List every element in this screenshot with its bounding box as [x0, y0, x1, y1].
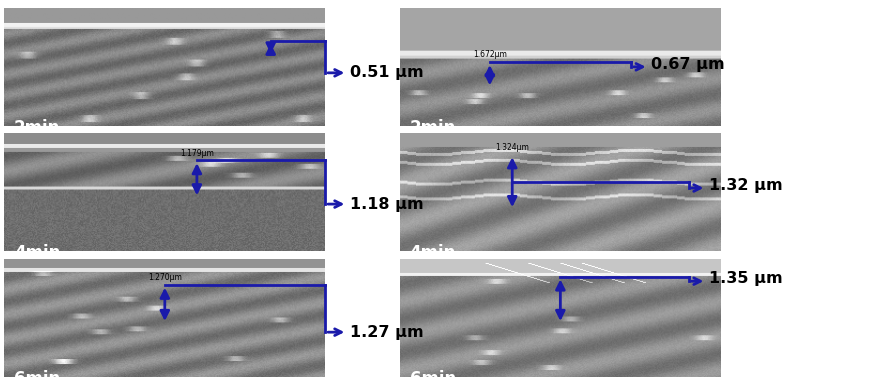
Text: 2min: 2min	[409, 119, 456, 137]
Text: 6min: 6min	[14, 370, 61, 388]
Text: 1.18 μm: 1.18 μm	[349, 197, 423, 211]
Text: 4min: 4min	[14, 244, 61, 262]
Text: 1.27 μm: 1.27 μm	[349, 325, 423, 340]
Text: 4min: 4min	[409, 244, 456, 262]
Text: 1.35 μm: 1.35 μm	[709, 271, 781, 286]
Text: 1.324μm: 1.324μm	[494, 143, 529, 152]
Text: 1.270μm: 1.270μm	[148, 274, 182, 282]
Text: 2min: 2min	[14, 119, 61, 137]
Text: 1.32 μm: 1.32 μm	[709, 178, 781, 193]
Text: 1.672μm: 1.672μm	[472, 50, 506, 59]
Text: 1.179μm: 1.179μm	[180, 149, 213, 158]
Text: 6min: 6min	[409, 370, 456, 388]
Text: 0.67 μm: 0.67 μm	[651, 57, 724, 72]
Text: 0.51 μm: 0.51 μm	[349, 65, 423, 80]
